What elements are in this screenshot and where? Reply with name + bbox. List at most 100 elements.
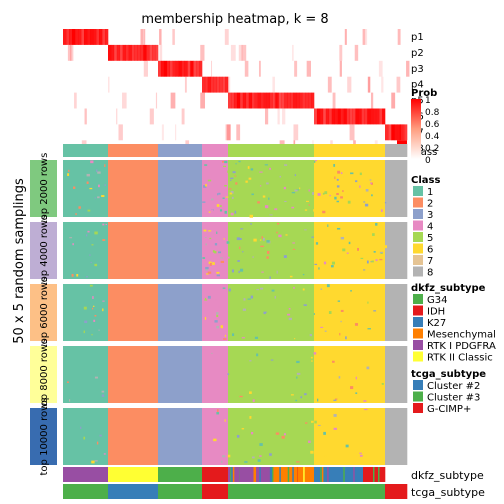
heatmap-noise bbox=[239, 395, 243, 398]
heatmap-noise bbox=[355, 392, 358, 395]
heatmap-noise bbox=[257, 459, 261, 462]
tcga-legend-label: Cluster #3 bbox=[427, 393, 480, 404]
prob-cell bbox=[305, 92, 309, 109]
prob-cell-faint bbox=[175, 124, 177, 141]
heatmap-noise bbox=[317, 398, 319, 402]
heatmap-noise bbox=[239, 246, 241, 250]
tcga-segment bbox=[63, 484, 109, 499]
heatmap-noise bbox=[359, 172, 362, 176]
heatmap-noise bbox=[204, 317, 207, 320]
prob-row-p3 bbox=[143, 60, 410, 77]
prob-cell-faint bbox=[347, 76, 352, 93]
heatmap-noise bbox=[218, 251, 222, 254]
prob-cell bbox=[355, 108, 359, 125]
prob-cell-faint bbox=[184, 76, 187, 93]
prob-cell bbox=[146, 44, 150, 61]
heatmap-noise bbox=[300, 396, 303, 399]
dkfz-mixed-cell bbox=[372, 467, 375, 482]
dkfz-segment bbox=[158, 467, 203, 482]
prob-cell bbox=[281, 92, 285, 109]
prob-cell bbox=[102, 29, 106, 45]
heatmap-noise bbox=[232, 171, 236, 174]
prob-cell-faint bbox=[362, 29, 366, 45]
prob-cell bbox=[116, 44, 121, 61]
prob-cell bbox=[290, 92, 294, 109]
prob-cell-faint bbox=[341, 108, 345, 125]
heatmap-noise bbox=[225, 196, 229, 198]
heatmap-noise bbox=[235, 182, 238, 185]
prob-cell bbox=[319, 108, 324, 125]
heatmap-noise bbox=[283, 433, 286, 436]
heatmap-noise bbox=[281, 290, 285, 293]
prob-legend-tick: 0 bbox=[425, 156, 431, 166]
dkfz-mixed-cell bbox=[327, 467, 329, 482]
heatmap-noise bbox=[102, 308, 104, 312]
heatmap-panel-2 bbox=[63, 222, 408, 280]
heatmap-noise bbox=[249, 416, 252, 419]
heatmap-block-class-1 bbox=[63, 284, 109, 341]
prob-cell bbox=[152, 44, 156, 61]
prob-cell-faint bbox=[399, 124, 404, 141]
heatmap-noise bbox=[204, 299, 208, 301]
heatmap-noise bbox=[216, 274, 220, 277]
heatmap-noise bbox=[328, 311, 332, 314]
heatmap-noise bbox=[334, 196, 337, 200]
prob-cell-faint bbox=[374, 108, 377, 125]
row-group-bar-3 bbox=[30, 284, 57, 341]
heatmap-noise bbox=[296, 360, 300, 364]
prob-cell-faint bbox=[181, 108, 185, 125]
prob-cell bbox=[178, 60, 182, 77]
heatmap-block-class-6 bbox=[314, 284, 386, 341]
heatmap-noise bbox=[100, 175, 103, 178]
heatmap-noise bbox=[338, 389, 342, 393]
prob-cell-faint bbox=[370, 92, 374, 109]
heatmap-block-class-8 bbox=[385, 222, 408, 279]
dkfz-legend-label: Mesenchymal bbox=[427, 330, 496, 341]
heatmap-noise bbox=[257, 201, 260, 204]
prob-row-label-p4: p4 bbox=[411, 80, 424, 91]
heatmap-noise bbox=[223, 165, 227, 168]
dkfz-mixed-cell bbox=[376, 467, 378, 482]
prob-cell bbox=[242, 92, 247, 109]
class-legend-label: 2 bbox=[427, 199, 433, 210]
prob-cell bbox=[349, 108, 353, 125]
heatmap-noise bbox=[261, 271, 264, 273]
heatmap-noise bbox=[252, 256, 254, 258]
heatmap-noise bbox=[348, 241, 351, 245]
prob-cell-faint bbox=[381, 76, 384, 93]
heatmap-block-class-3 bbox=[158, 346, 203, 403]
heatmap-noise bbox=[375, 239, 378, 242]
prob-cell bbox=[269, 92, 273, 109]
dkfz-mixed-cell bbox=[378, 467, 380, 482]
prob-cell-faint bbox=[344, 29, 347, 45]
heatmap-noise bbox=[218, 192, 221, 195]
heatmap-noise bbox=[257, 430, 260, 433]
heatmap-noise bbox=[97, 171, 101, 174]
prob-cell bbox=[210, 76, 214, 93]
heatmap-noise bbox=[99, 211, 102, 214]
heatmap-noise bbox=[241, 428, 245, 430]
heatmap-noise bbox=[251, 456, 255, 459]
heatmap-noise bbox=[295, 399, 298, 402]
bottom-annotation-bars: dkfz_subtype tcga_subtype bbox=[63, 467, 485, 499]
prob-cell-faint bbox=[227, 124, 231, 141]
dkfz-mixed-cell bbox=[289, 467, 292, 482]
heatmap-noise bbox=[250, 295, 254, 299]
class-legend-swatch bbox=[413, 197, 423, 208]
heatmap-noise bbox=[96, 271, 100, 273]
row-group-bar-2 bbox=[30, 222, 57, 279]
prob-row-p6 bbox=[84, 108, 386, 125]
prob-cell bbox=[287, 92, 291, 109]
legends: Prob10.80.60.40.20Class12345678dkfz_subt… bbox=[411, 88, 496, 415]
heatmap-noise bbox=[220, 205, 222, 208]
heatmap-noise bbox=[92, 305, 95, 307]
heatmap-noise bbox=[330, 265, 334, 268]
prob-cell bbox=[175, 60, 179, 77]
prob-cell bbox=[397, 124, 402, 141]
heatmap-noise bbox=[91, 244, 94, 246]
prob-cell bbox=[331, 108, 336, 125]
heatmap-noise bbox=[271, 289, 275, 292]
prob-cell bbox=[278, 92, 282, 109]
heatmap-noise bbox=[331, 261, 335, 265]
